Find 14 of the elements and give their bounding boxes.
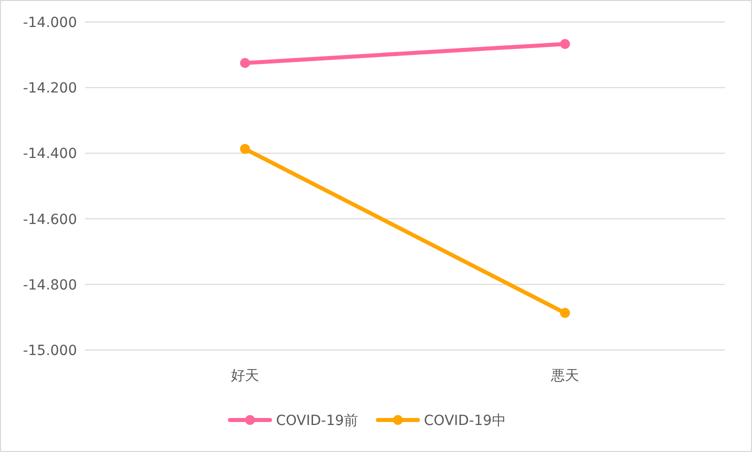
- point: [240, 144, 250, 154]
- x-tick-label: 悪天: [550, 368, 579, 384]
- point: [240, 58, 250, 68]
- y-tick-label: -14.200: [22, 80, 77, 97]
- legend-label: COVID-19中: [424, 413, 506, 429]
- y-tick-label: -14.800: [22, 277, 77, 294]
- point: [560, 38, 570, 49]
- x-tick-label: 好天: [231, 368, 259, 384]
- y-tick-label: -14.400: [22, 146, 77, 162]
- y-tick-label: -14.000: [22, 15, 77, 31]
- y-tick-label: -15.000: [22, 343, 77, 359]
- point: [560, 308, 570, 318]
- y-tick-label: -14.600: [22, 212, 77, 228]
- legend-label: COVID-19前: [276, 413, 358, 429]
